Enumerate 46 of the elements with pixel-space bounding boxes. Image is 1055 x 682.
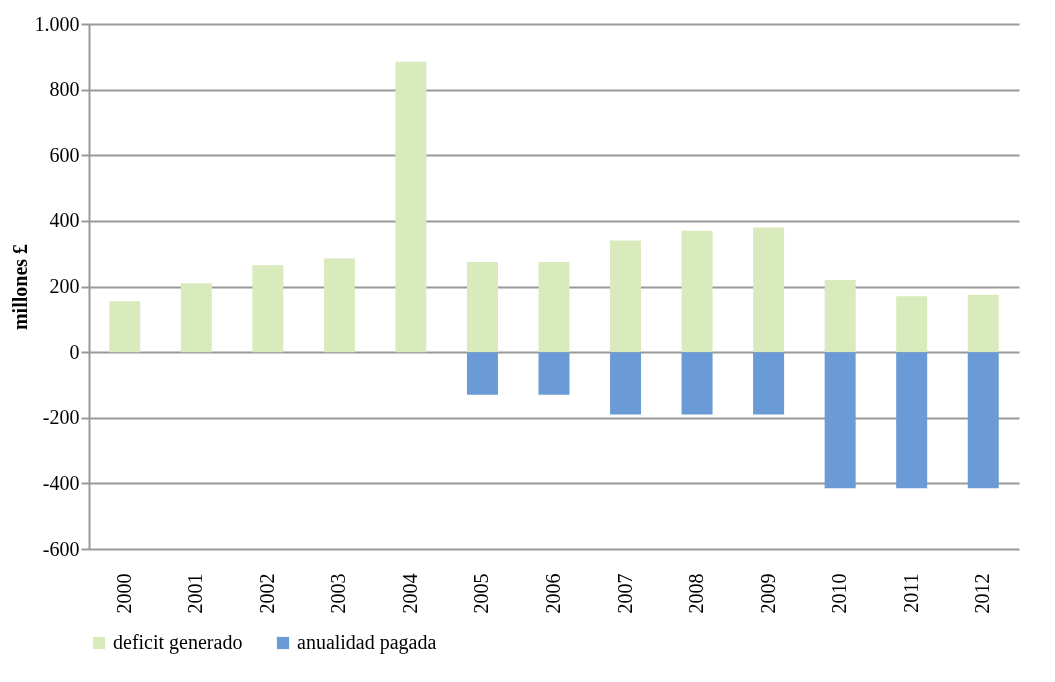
y-tick-label: 200 — [49, 275, 80, 297]
x-tick-label: 2011 — [899, 573, 922, 613]
bar — [466, 261, 498, 353]
bar — [252, 265, 284, 353]
y-tick-label: 600 — [49, 143, 80, 166]
bar — [753, 227, 785, 353]
bar — [466, 352, 498, 395]
legend-label: deficit generado — [113, 631, 243, 654]
bar — [610, 240, 642, 353]
bar — [824, 352, 856, 489]
y-tick-label: -200 — [42, 406, 80, 429]
bar — [395, 61, 427, 353]
x-tick-label: 2007 — [613, 573, 636, 614]
y-tick-label: 400 — [49, 209, 80, 232]
x-tick-label: 2012 — [971, 573, 994, 614]
bar — [109, 301, 141, 353]
x-tick-label: 2004 — [398, 573, 421, 614]
y-tick-label: 0 — [69, 340, 80, 363]
bar — [323, 258, 355, 353]
x-tick-label: 2001 — [184, 573, 207, 614]
x-tick-label: 2005 — [470, 573, 493, 614]
x-tick-label: 2002 — [255, 573, 278, 614]
bar — [180, 283, 212, 353]
y-tick-label: -400 — [42, 471, 80, 494]
bar — [538, 261, 570, 353]
x-tick-label: 2003 — [327, 573, 350, 614]
bar — [967, 352, 999, 489]
bar — [967, 294, 999, 353]
bar — [610, 352, 642, 415]
bar — [681, 352, 713, 415]
y-tick-label: -600 — [42, 537, 80, 560]
y-tick-label: 1.000 — [34, 12, 80, 35]
y-axis-title: millones £ — [8, 243, 31, 331]
x-tick-label: 2006 — [542, 573, 564, 614]
bar — [681, 230, 713, 353]
bar — [753, 352, 785, 415]
x-tick-label: 2010 — [828, 573, 851, 614]
bar — [824, 279, 856, 353]
bar — [896, 296, 928, 353]
y-tick-label: 800 — [49, 78, 80, 101]
x-tick-label: 2009 — [756, 573, 779, 614]
bar — [896, 352, 928, 489]
x-tick-label: 2000 — [112, 573, 135, 614]
legend-label: anualidad pagada — [297, 631, 437, 654]
x-tick-label: 2008 — [685, 573, 708, 614]
bar — [538, 352, 570, 395]
